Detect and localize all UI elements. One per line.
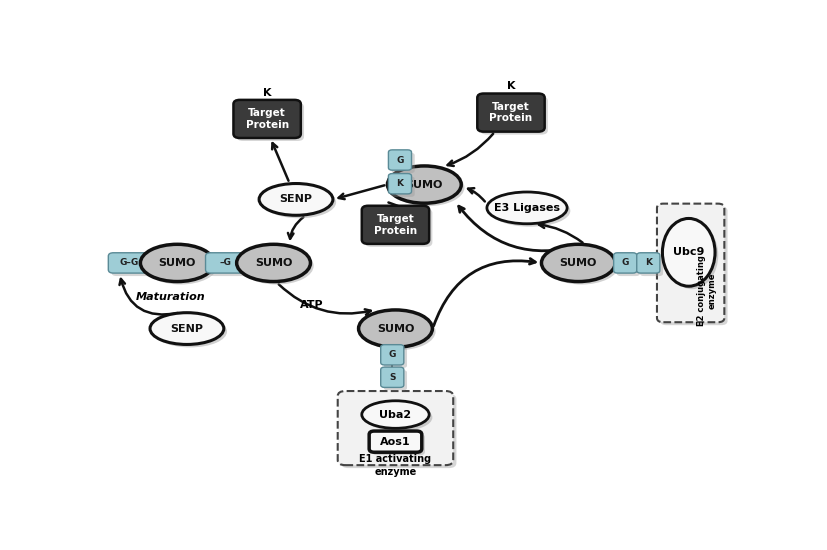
Ellipse shape xyxy=(361,401,428,428)
FancyBboxPatch shape xyxy=(476,94,544,131)
FancyBboxPatch shape xyxy=(337,391,452,465)
FancyBboxPatch shape xyxy=(233,100,300,138)
Text: SENP: SENP xyxy=(280,194,312,205)
FancyBboxPatch shape xyxy=(237,103,304,141)
Ellipse shape xyxy=(390,169,464,206)
Text: Aos1: Aos1 xyxy=(380,437,410,447)
FancyBboxPatch shape xyxy=(380,367,404,387)
FancyBboxPatch shape xyxy=(616,256,639,276)
Text: G–G: G–G xyxy=(119,258,139,267)
FancyBboxPatch shape xyxy=(391,153,414,173)
Text: G: G xyxy=(621,258,629,267)
FancyBboxPatch shape xyxy=(372,434,424,455)
Ellipse shape xyxy=(237,244,310,282)
Ellipse shape xyxy=(486,192,566,224)
Text: K: K xyxy=(396,179,403,188)
Ellipse shape xyxy=(544,248,618,284)
Text: Uba2: Uba2 xyxy=(379,410,411,420)
Text: S: S xyxy=(389,373,395,382)
Ellipse shape xyxy=(365,404,432,431)
Text: SUMO: SUMO xyxy=(559,258,596,268)
Text: SUMO: SUMO xyxy=(255,258,292,268)
FancyBboxPatch shape xyxy=(639,256,662,276)
FancyBboxPatch shape xyxy=(205,253,245,273)
FancyBboxPatch shape xyxy=(613,253,636,273)
Text: G: G xyxy=(396,156,404,164)
FancyBboxPatch shape xyxy=(656,204,724,322)
Text: K: K xyxy=(506,81,514,91)
FancyBboxPatch shape xyxy=(361,206,428,244)
Ellipse shape xyxy=(361,313,435,350)
Text: SUMO: SUMO xyxy=(159,258,196,268)
FancyBboxPatch shape xyxy=(659,207,727,325)
Ellipse shape xyxy=(141,244,214,282)
Text: E3 Ligases: E3 Ligases xyxy=(494,203,559,213)
Text: E1 activating
enzyme: E1 activating enzyme xyxy=(359,454,431,476)
Text: SUMO: SUMO xyxy=(376,323,414,333)
Text: G: G xyxy=(388,350,395,359)
Ellipse shape xyxy=(541,244,614,282)
Text: K: K xyxy=(644,258,651,267)
FancyBboxPatch shape xyxy=(341,394,456,468)
Text: Ubc9: Ubc9 xyxy=(672,248,704,257)
Text: Maturation: Maturation xyxy=(136,292,205,302)
Text: Target
Protein: Target Protein xyxy=(489,102,532,123)
Ellipse shape xyxy=(143,248,218,284)
Text: SUMO: SUMO xyxy=(405,180,442,190)
FancyBboxPatch shape xyxy=(384,370,407,390)
FancyBboxPatch shape xyxy=(108,253,150,273)
Ellipse shape xyxy=(490,195,570,227)
FancyBboxPatch shape xyxy=(388,174,411,194)
Text: K: K xyxy=(262,87,271,98)
FancyBboxPatch shape xyxy=(365,208,432,247)
FancyBboxPatch shape xyxy=(480,96,547,135)
FancyBboxPatch shape xyxy=(636,253,659,273)
Ellipse shape xyxy=(358,310,432,347)
Ellipse shape xyxy=(262,186,336,218)
Ellipse shape xyxy=(240,248,313,284)
Ellipse shape xyxy=(150,313,223,344)
FancyBboxPatch shape xyxy=(369,431,421,452)
FancyBboxPatch shape xyxy=(380,345,404,365)
FancyBboxPatch shape xyxy=(391,177,414,197)
Ellipse shape xyxy=(665,222,717,289)
FancyBboxPatch shape xyxy=(384,348,407,368)
Ellipse shape xyxy=(259,184,332,215)
Text: Target
Protein: Target Protein xyxy=(374,214,417,235)
FancyBboxPatch shape xyxy=(208,256,248,276)
Text: –G: –G xyxy=(219,258,231,267)
Text: SENP: SENP xyxy=(170,323,203,333)
Ellipse shape xyxy=(662,218,715,286)
FancyBboxPatch shape xyxy=(388,150,411,170)
Ellipse shape xyxy=(387,166,461,203)
Text: ATP: ATP xyxy=(300,300,323,310)
FancyBboxPatch shape xyxy=(112,256,153,276)
Text: Target
Protein: Target Protein xyxy=(246,108,289,130)
Ellipse shape xyxy=(153,316,227,348)
Text: E2 conjugating
enzyme: E2 conjugating enzyme xyxy=(696,255,716,326)
